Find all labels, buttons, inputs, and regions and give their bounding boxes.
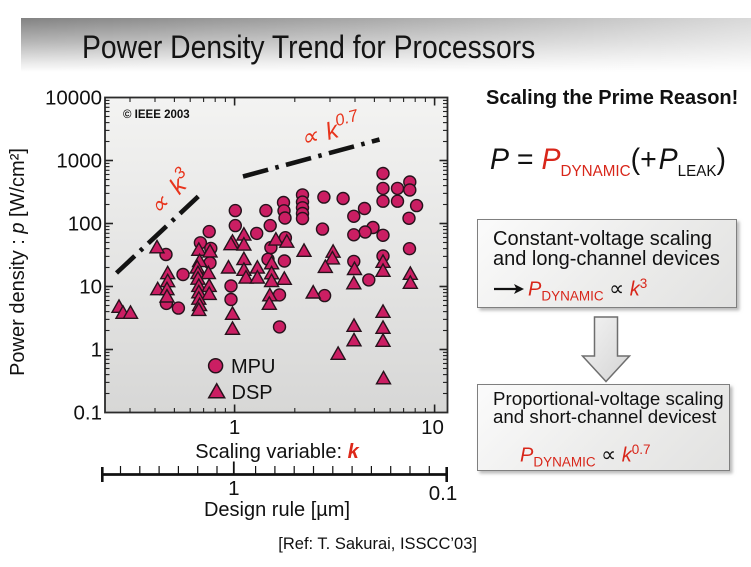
svg-text:Design rule [µm]: Design rule [µm] — [204, 499, 350, 521]
svg-text:10: 10 — [79, 276, 102, 299]
svg-text:1000: 1000 — [56, 150, 102, 173]
svg-text:MPU: MPU — [231, 356, 275, 378]
svg-text:© IEEE 2003: © IEEE 2003 — [123, 109, 190, 121]
svg-text:0.1: 0.1 — [429, 482, 458, 505]
svg-text:Scaling variable: k: Scaling variable: k — [195, 441, 359, 463]
svg-text:1: 1 — [228, 477, 239, 500]
svg-text:DSP: DSP — [232, 382, 273, 404]
svg-text:0.1: 0.1 — [74, 402, 103, 425]
svg-text:10000: 10000 — [45, 87, 102, 110]
svg-text:100: 100 — [68, 213, 102, 236]
svg-text:1: 1 — [91, 339, 102, 362]
svg-text:Power density : p [W/cm²]: Power density : p [W/cm²] — [7, 148, 29, 376]
svg-text:[Ref: T. Sakurai, ISSCC’03]: [Ref: T. Sakurai, ISSCC’03] — [278, 535, 477, 553]
svg-text:10: 10 — [421, 416, 444, 439]
svg-text:1: 1 — [229, 416, 240, 439]
